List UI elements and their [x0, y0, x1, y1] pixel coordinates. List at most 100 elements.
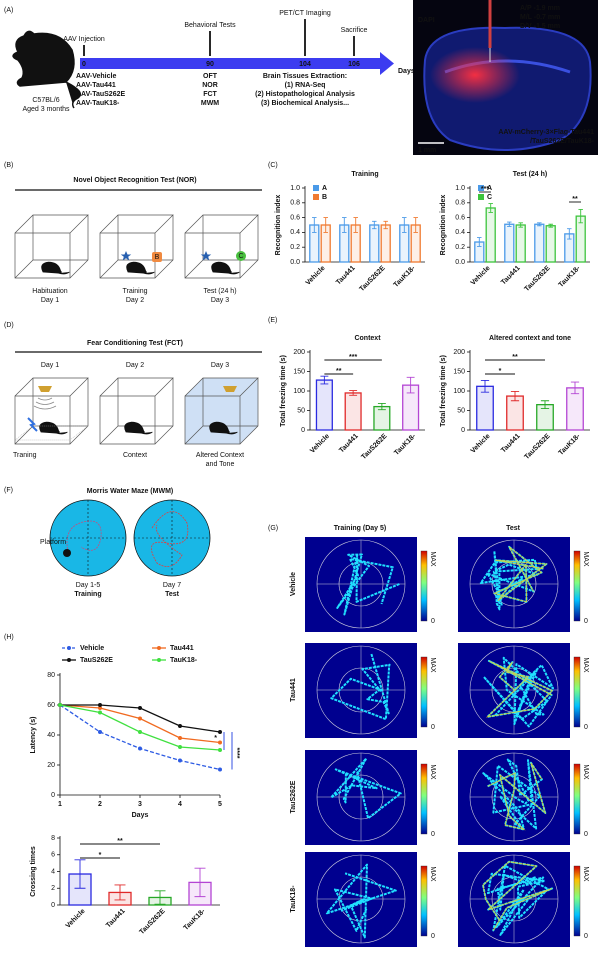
- y-tick-label: 0: [51, 792, 55, 799]
- error-bar: [74, 859, 86, 889]
- y-tick-label: 1.0: [290, 185, 300, 192]
- colorbar-max: MAX: [582, 657, 589, 673]
- y-tick-label: 0.0: [290, 259, 300, 266]
- error-bar: [578, 209, 583, 224]
- significance-label: ***: [481, 186, 489, 193]
- point: [138, 746, 142, 751]
- day-label: Day 1: [41, 362, 59, 369]
- colorbar-max: MAX: [429, 866, 436, 882]
- significance-label: *: [499, 368, 502, 375]
- event-label: PET/CT Imaging: [279, 10, 331, 17]
- legend-label: B: [322, 194, 327, 201]
- panel-label: (A): [4, 7, 13, 14]
- point: [218, 748, 222, 752]
- y-tick-label: 6: [51, 852, 55, 859]
- x-tick-label: TauK18-: [393, 264, 418, 289]
- error-bar: [349, 390, 358, 396]
- point: [178, 745, 182, 749]
- error-bar: [323, 217, 328, 233]
- timeline-arrow: [380, 52, 394, 75]
- significance-label: *: [214, 735, 217, 742]
- line: [59, 704, 221, 771]
- point: [98, 710, 102, 715]
- error-bar: [510, 390, 520, 402]
- significance-label: **: [336, 368, 342, 375]
- object-label: B: [155, 254, 160, 261]
- legend-label: Tau441: [170, 645, 194, 652]
- panel-label: (F): [4, 487, 13, 494]
- x-tick-label: TauK18-: [558, 432, 583, 457]
- bar: [504, 223, 515, 263]
- y-tick-label: 0: [301, 427, 305, 434]
- track: [330, 757, 402, 820]
- y-axis-label: Total freezing time (s): [440, 355, 447, 427]
- error-bar: [406, 376, 415, 394]
- bar: [380, 224, 391, 263]
- legend-marker: [157, 658, 161, 662]
- day-label: Day 3: [211, 362, 229, 369]
- bar: [545, 225, 556, 263]
- event-day: 90: [206, 61, 214, 68]
- track-hot: [487, 762, 547, 831]
- swim-path: [150, 511, 189, 567]
- mouse-strain: C57BL/6: [32, 97, 59, 104]
- error-bar: [507, 221, 512, 227]
- construct-label: AAV-mCherry-3×Flag-Tau441: [498, 129, 594, 136]
- x-tick-label: 2: [98, 801, 102, 808]
- y-tick-label: 0.0: [455, 259, 465, 266]
- point: [218, 730, 222, 734]
- row-label: TauS262E: [290, 780, 297, 813]
- error-bar: [154, 890, 166, 905]
- legend-label: TauS262E: [80, 657, 113, 664]
- y-tick-label: 40: [47, 732, 55, 739]
- legend-swatch: [313, 185, 319, 191]
- point: [178, 724, 182, 728]
- track: [325, 863, 397, 939]
- event-detail: NOR: [202, 82, 218, 89]
- error-bar: [567, 228, 572, 240]
- x-tick-label: 4: [178, 801, 182, 808]
- panel-label: (B): [4, 162, 13, 169]
- x-tick-label: Tau441: [335, 265, 357, 287]
- mouse-icon: [209, 421, 238, 435]
- chart-title: Test (24 h): [513, 171, 548, 178]
- error-bar: [402, 217, 407, 233]
- pool-quadrants: [134, 500, 210, 576]
- panel-label: (E): [268, 317, 277, 324]
- colorbar-max: MAX: [429, 764, 436, 780]
- error-bar: [353, 217, 358, 233]
- y-tick-label: 0: [461, 427, 465, 434]
- significance-label: **: [512, 354, 518, 361]
- y-tick-label: 2: [51, 885, 55, 892]
- y-tick-label: 0.6: [290, 214, 300, 221]
- step-label: Training: [122, 288, 147, 295]
- colorbar: [420, 763, 428, 835]
- event-detail: AAV-Tau441: [76, 82, 116, 89]
- panel-label: (G): [268, 525, 278, 532]
- mouse-icon: [126, 261, 155, 275]
- bar: [476, 385, 494, 431]
- swim-path: [66, 520, 102, 553]
- section-title: Fear Conditioning Test (FCT): [87, 340, 183, 347]
- error-bar: [518, 222, 523, 228]
- point: [98, 703, 102, 707]
- arena-cross: [317, 646, 405, 734]
- point: [178, 758, 182, 763]
- error-bar: [488, 203, 493, 213]
- y-tick-label: 60: [47, 702, 55, 709]
- legend-label: Vehicle: [80, 645, 104, 652]
- y-tick-label: 0.4: [455, 229, 465, 236]
- y-tick-label: 20: [47, 762, 55, 769]
- y-axis-label: Recognition index: [275, 195, 282, 256]
- x-tick-label: Vehicle: [305, 265, 327, 287]
- colorbar-min: 0: [431, 618, 435, 625]
- step-day: Day 2: [126, 297, 144, 304]
- x-tick-label: TauS262E: [523, 265, 551, 293]
- y-axis-label: Total freezing time (s): [280, 355, 287, 427]
- mouse-icon: [41, 261, 70, 275]
- coordinate: D/V -1.5 mm: [520, 23, 560, 30]
- x-tick-label: 3: [138, 801, 142, 808]
- error-bar: [377, 403, 386, 411]
- platform-label: Platform: [40, 539, 66, 546]
- y-tick-label: 200: [293, 349, 305, 356]
